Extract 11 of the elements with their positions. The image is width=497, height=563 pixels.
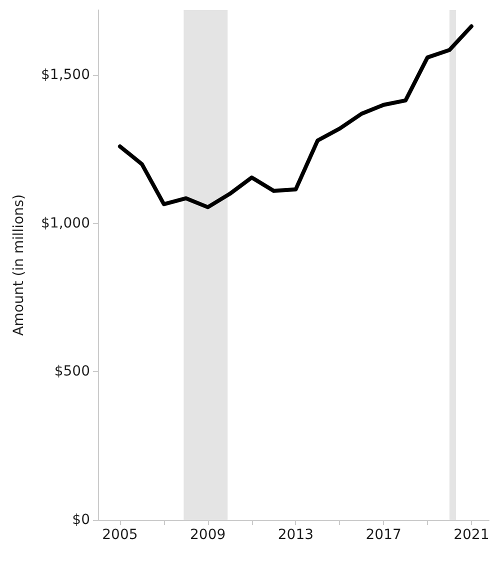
line-series xyxy=(118,24,474,210)
x-tick-label: 2013 xyxy=(278,527,314,543)
y-tick-label: $0 xyxy=(72,512,90,528)
y-tick-label: $1,000 xyxy=(41,215,90,232)
x-tick-label: 2009 xyxy=(190,527,226,543)
y-tick-label: $500 xyxy=(54,364,90,380)
x-tick-label: 2021 xyxy=(454,527,490,543)
x-tick-label: 2005 xyxy=(102,527,138,543)
y-tick-label: $1,500 xyxy=(41,67,90,84)
x-tick-label: 2017 xyxy=(366,527,402,543)
y-axis-title: Amount (in millions) xyxy=(11,194,27,336)
